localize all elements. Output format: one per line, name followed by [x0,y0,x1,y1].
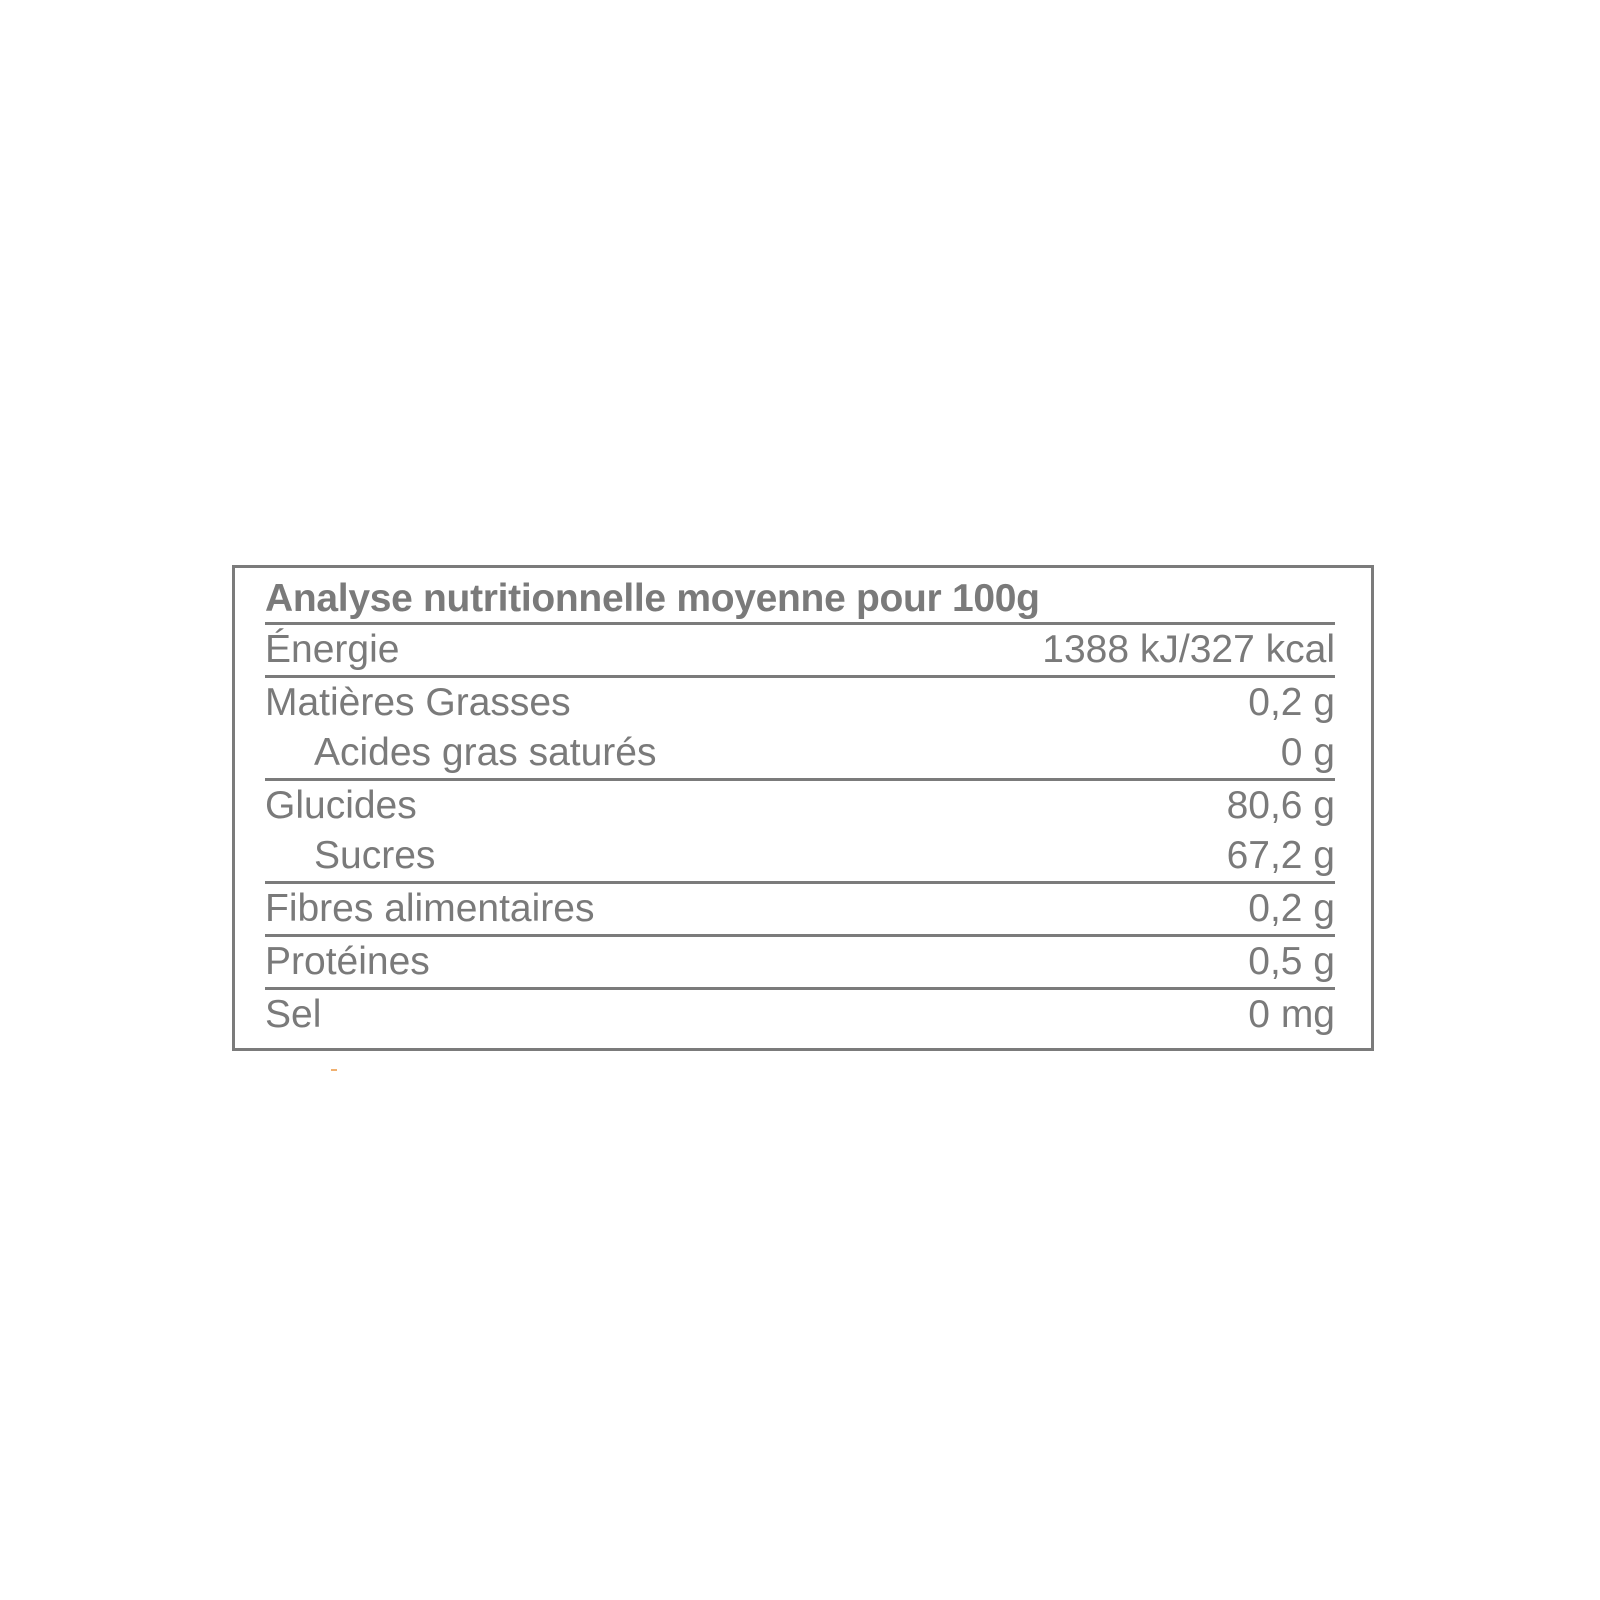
row-label: Acides gras saturés [314,731,657,774]
row-value: 0,2 g [1248,887,1335,930]
row-label: Glucides [265,784,417,827]
nutrition-table: Analyse nutritionnelle moyenne pour 100g… [232,565,1374,1051]
row-value: 0 mg [1248,993,1335,1036]
row-sucres: Sucres 67,2 g [265,831,1335,884]
row-fibres-alimentaires: Fibres alimentaires 0,2 g [265,884,1335,937]
row-value: 67,2 g [1226,834,1335,877]
row-sel: Sel 0 mg [265,990,1335,1040]
row-label: Énergie [265,628,400,671]
row-value: 0 g [1280,731,1335,774]
row-value: 0,2 g [1248,681,1335,724]
stray-mark [331,1069,337,1071]
row-label: Sucres [314,834,436,877]
row-label: Matières Grasses [265,681,571,724]
row-acides-gras-satures: Acides gras saturés 0 g [265,728,1335,781]
table-title: Analyse nutritionnelle moyenne pour 100g [265,576,1335,625]
nutrition-table-body: Analyse nutritionnelle moyenne pour 100g… [265,576,1335,1040]
row-value: 80,6 g [1226,784,1335,827]
row-value: 1388 kJ/327 kcal [1042,628,1335,671]
row-matieres-grasses: Matières Grasses 0,2 g [265,678,1335,728]
row-proteines: Protéines 0,5 g [265,937,1335,990]
row-label: Fibres alimentaires [265,887,595,930]
row-label: Protéines [265,940,430,983]
row-energie: Énergie 1388 kJ/327 kcal [265,625,1335,678]
row-label: Sel [265,993,322,1036]
row-value: 0,5 g [1248,940,1335,983]
row-glucides: Glucides 80,6 g [265,781,1335,831]
